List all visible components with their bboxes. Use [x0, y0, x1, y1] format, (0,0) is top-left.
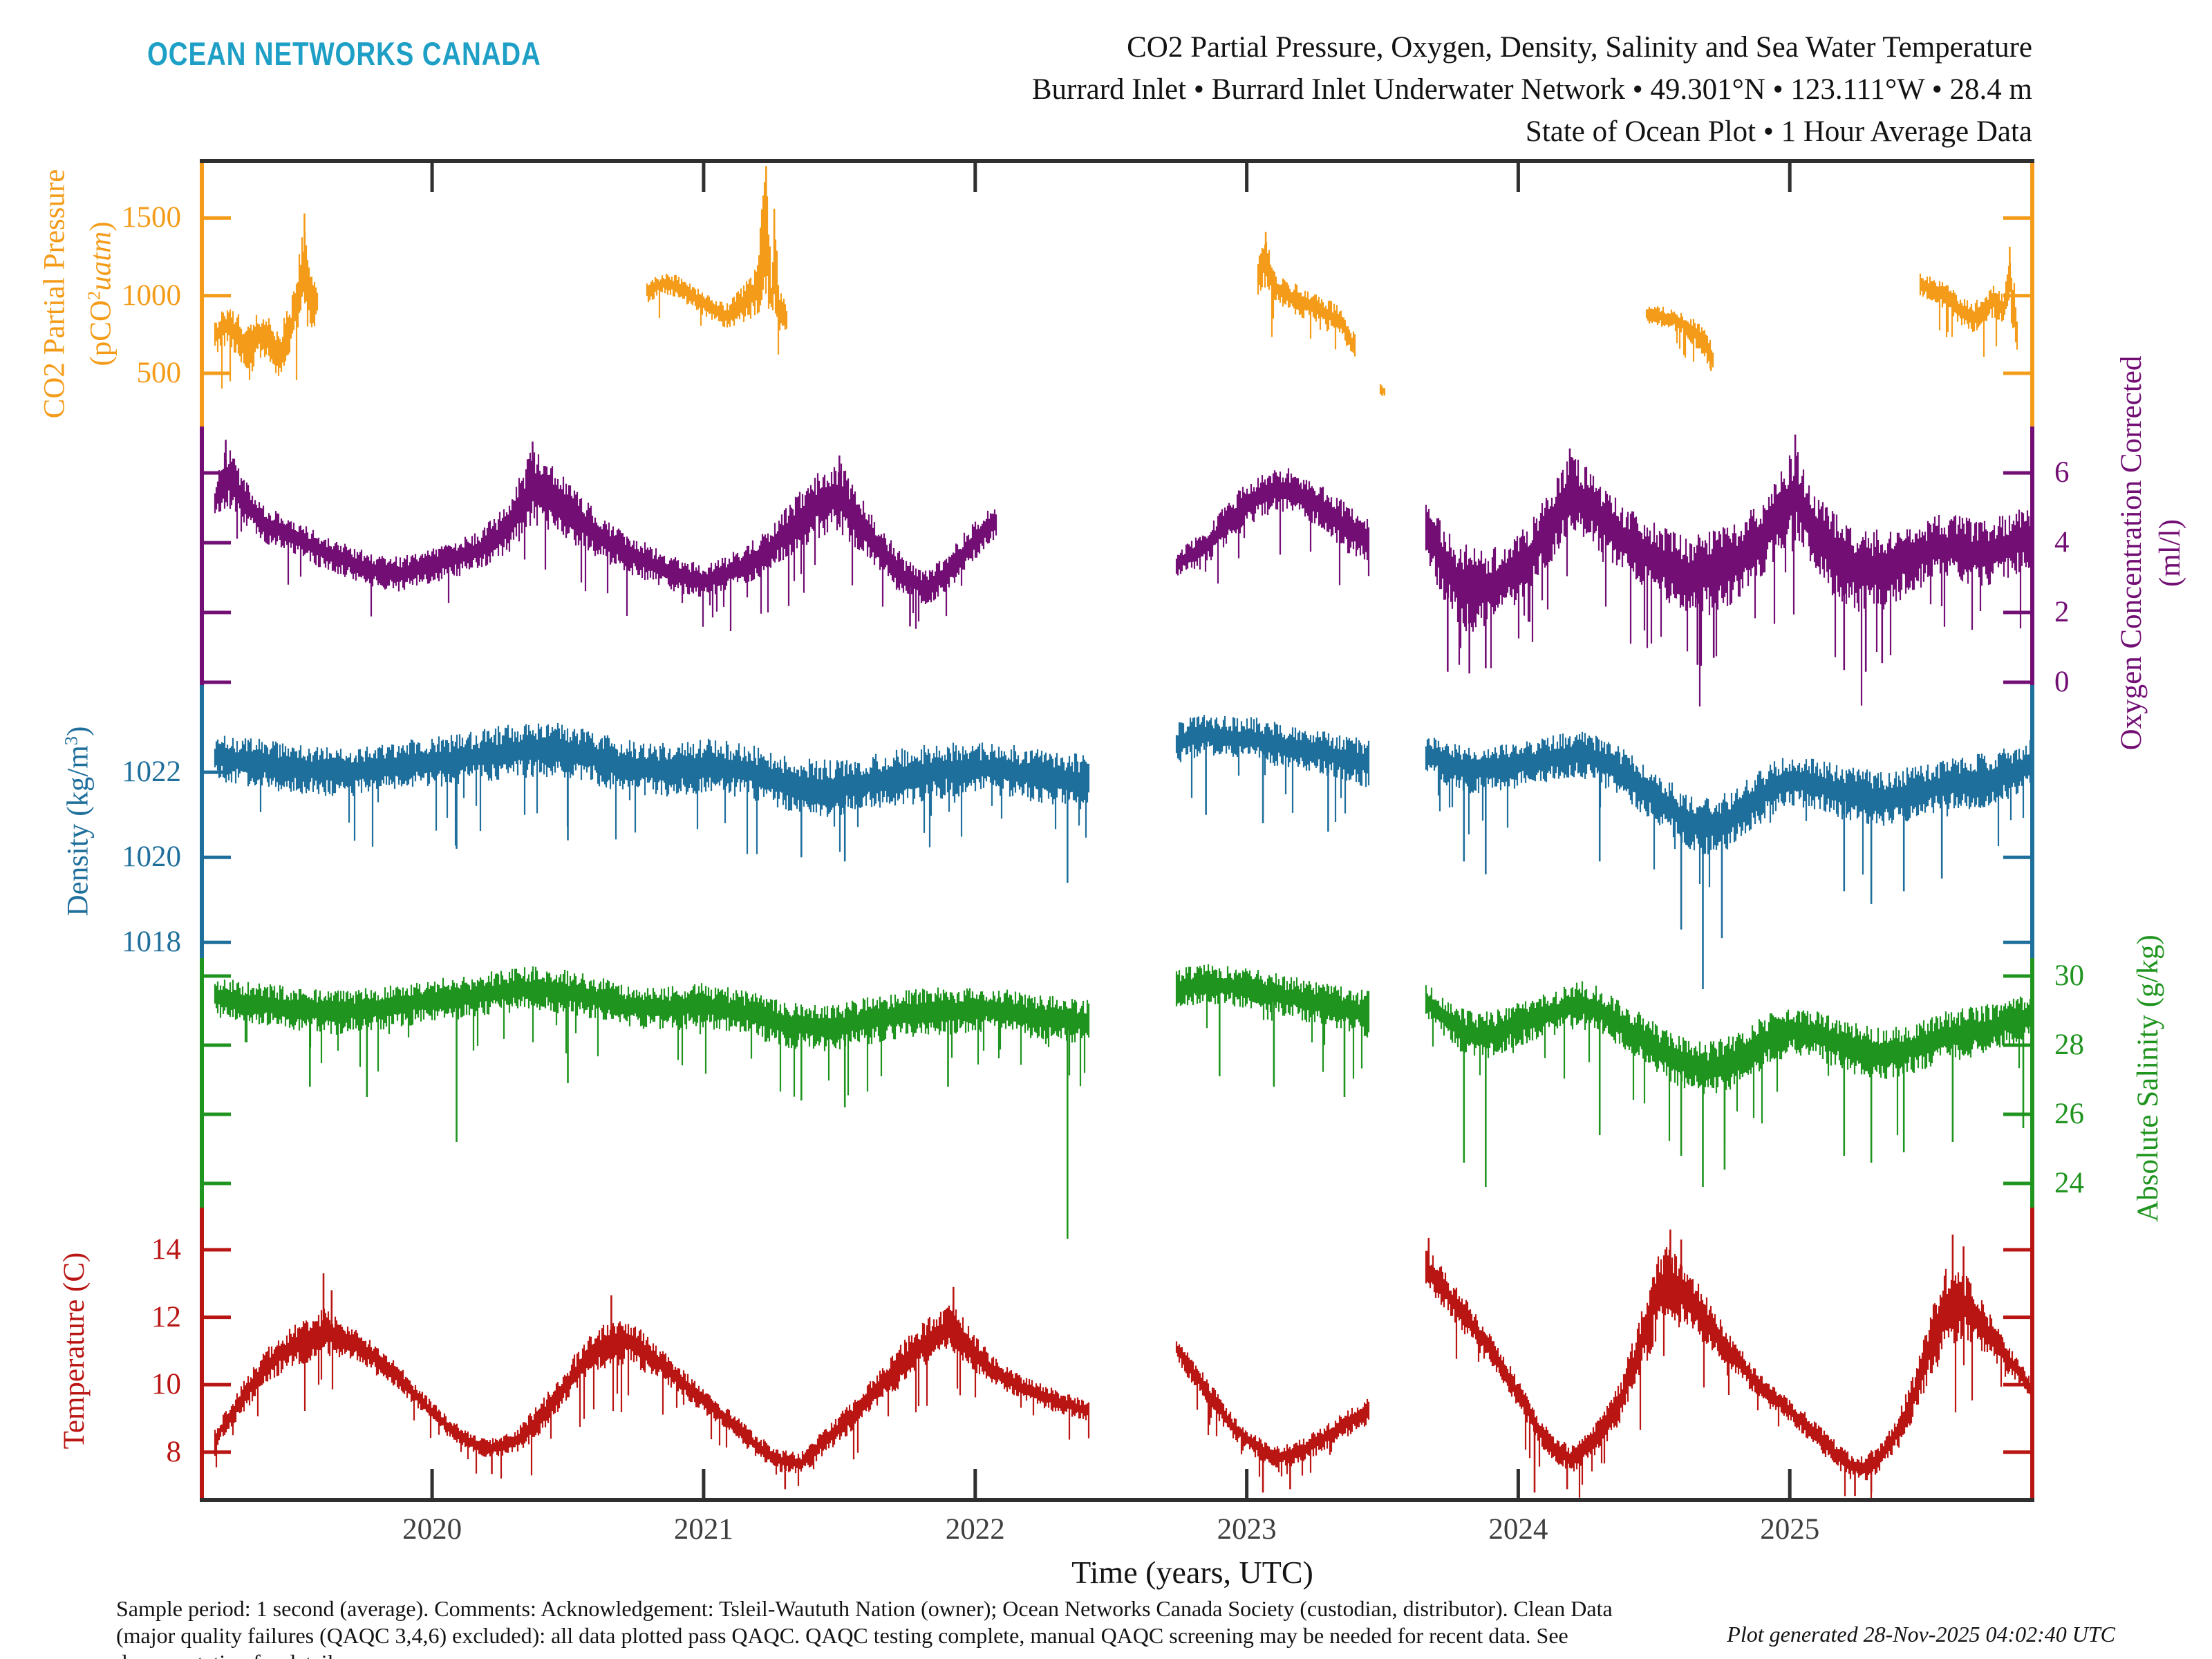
x-tick-label: 2024 — [1488, 1513, 1548, 1546]
y-tick-label-oxygen: 2 — [2054, 596, 2070, 629]
axis-label-co2-sup: 2 — [83, 290, 104, 301]
chart-title: CO2 Partial Pressure, Oxygen, Density, S… — [1127, 31, 2032, 64]
y-tick-label-salinity: 30 — [2054, 959, 2084, 992]
y-tick-label-co2: 500 — [136, 356, 182, 389]
y-tick-label-oxygen: 0 — [2054, 665, 2070, 698]
onc-logo: OCEAN NETWORKS CANADA — [147, 35, 541, 72]
footer-line-1: Sample period: 1 second (average). Comme… — [116, 1596, 1613, 1621]
axis-label-time: Time (years, UTC) — [1071, 1555, 1313, 1590]
axis-label-oxygen-unit: (ml/l) — [2154, 519, 2186, 587]
y-tick-label-co2: 1000 — [122, 279, 181, 312]
y-tick-label-temperature: 14 — [151, 1232, 181, 1266]
chart-subtitle-type: State of Ocean Plot • 1 Hour Average Dat… — [1525, 115, 2032, 148]
axis-label-density-close: ) — [62, 726, 95, 736]
series-band-salinity — [214, 964, 2032, 1143]
series-band-temperature — [214, 1247, 2032, 1500]
y-tick-label-density: 1022 — [122, 756, 181, 789]
x-tick-label: 2023 — [1217, 1513, 1277, 1546]
series-band-co2 — [214, 182, 2018, 396]
axis-label-temperature: Temperature (C) — [55, 1253, 94, 1450]
series-spikes-temperature — [322, 1229, 1965, 1497]
y-tick-label-temperature: 12 — [151, 1300, 181, 1333]
axis-label-density-text: Density (kg/m — [62, 745, 95, 917]
y-tick-label-co2: 1500 — [122, 201, 181, 234]
y-tick-label-temperature: 10 — [151, 1368, 181, 1401]
x-tick-label: 2020 — [402, 1513, 462, 1546]
chart-subtitle-location: Burrard Inlet • Burrard Inlet Underwater… — [1031, 73, 2032, 106]
y-tick-label-density: 1020 — [122, 841, 181, 874]
title-block: CO2 Partial Pressure, Oxygen, Density, S… — [1032, 26, 2032, 153]
series-spikes-salinity — [309, 984, 2025, 1239]
y-tick-label-oxygen: 4 — [2054, 526, 2070, 559]
y-tick-label-salinity: 26 — [2054, 1098, 2084, 1130]
series-spikes-co2 — [303, 166, 2011, 396]
series-spikes-oxygen — [225, 434, 1884, 674]
x-tick-label: 2021 — [673, 1513, 733, 1546]
axis-label-density: Density (kg/m3) — [51, 727, 97, 917]
plot-generated-timestamp: Plot generated 28-Nov-2025 04:02:40 UTC — [1727, 1622, 2115, 1647]
axis-label-density-sup: 3 — [60, 735, 82, 746]
axis-label-salinity: Absolute Salinity (g/kg) — [2129, 935, 2168, 1222]
y-tick-label-salinity: 24 — [2054, 1167, 2084, 1199]
y-tick-label-oxygen: 6 — [2054, 456, 2070, 489]
footer-line-2: (major quality failures (QAQC 3,4,6) exc… — [116, 1623, 1568, 1648]
axis-label-co2-line1: CO2 Partial Pressure — [38, 169, 71, 419]
axis-label-oxygen: Oxygen Concentration Corrected (ml/l) — [2112, 356, 2190, 751]
axis-label-co2-close: ) — [84, 221, 118, 232]
axis-label-co2-paren: (pCO — [84, 300, 118, 366]
y-tick-label-density: 1018 — [122, 926, 181, 959]
axis-label-oxygen-line1: Oxygen Concentration Corrected — [2115, 355, 2148, 751]
series-band-oxygen — [214, 450, 2032, 706]
footer-line-3: documentation for details. — [116, 1649, 1613, 1659]
y-tick-label-salinity: 28 — [2054, 1029, 2084, 1061]
x-tick-label: 2025 — [1760, 1513, 1820, 1546]
axis-label-temperature-text: Temperature (C) — [58, 1252, 91, 1450]
y-tick-label-temperature: 8 — [166, 1435, 182, 1468]
footer-annotation: Sample period: 1 second (average). Comme… — [116, 1595, 1613, 1659]
axis-label-salinity-text: Absolute Salinity (g/kg) — [2132, 935, 2164, 1222]
axis-label-co2: CO2 Partial Pressure (pCO2uatm) — [35, 169, 120, 419]
x-tick-label: 2022 — [945, 1513, 1005, 1546]
series-band-density — [214, 715, 2032, 888]
series-spikes-density — [456, 733, 1943, 989]
axis-label-co2-unit: uatm — [84, 231, 118, 291]
